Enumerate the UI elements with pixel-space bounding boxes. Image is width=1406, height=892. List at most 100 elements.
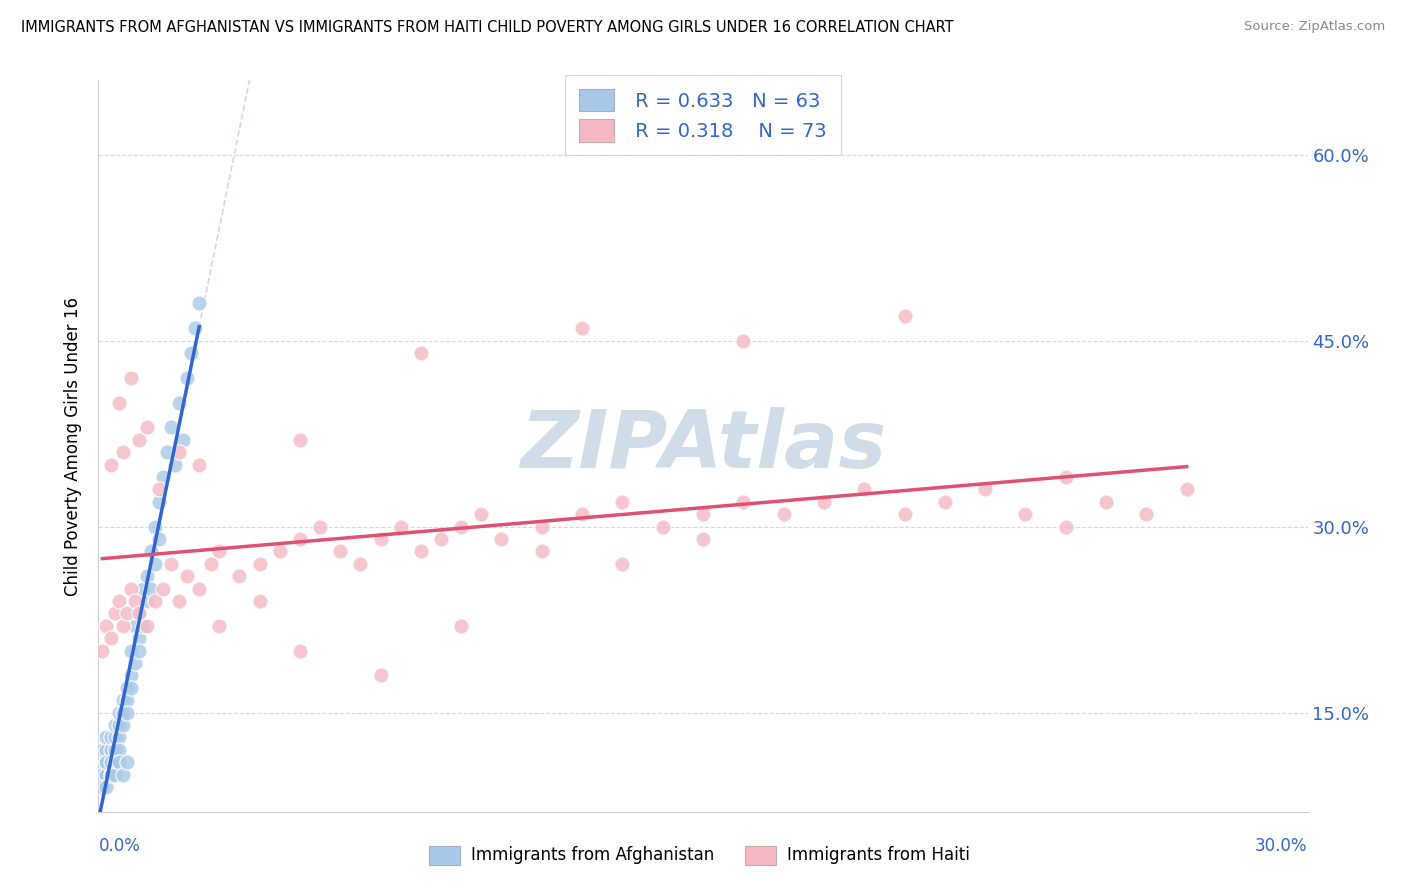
Point [309,519,332,533]
Point [120,668,142,682]
Point [124,594,146,608]
Point [530,519,553,533]
Point [143,594,166,608]
Bar [745,846,776,865]
Point [249,557,271,571]
Point [692,532,714,546]
Point [100,743,122,757]
Text: Immigrants from Afghanistan: Immigrants from Afghanistan [471,847,714,864]
Point [111,767,134,781]
Point [120,681,142,695]
Text: Source: ZipAtlas.com: Source: ZipAtlas.com [1244,20,1385,33]
Point [152,470,174,484]
Point [139,582,162,596]
Point [1054,470,1077,484]
Y-axis label: Child Poverty Among Girls Under 16: Child Poverty Among Girls Under 16 [63,296,82,596]
Point [115,607,138,621]
Point [135,569,157,583]
Point [100,631,122,645]
Point [349,557,371,571]
Point [974,483,997,497]
Point [120,643,142,657]
Point [1135,507,1157,521]
Point [934,495,956,509]
Point [96,780,118,794]
Point [370,668,392,682]
Point [692,507,714,521]
Point [430,532,453,546]
Point [111,706,134,720]
Point [188,458,211,472]
Point [409,346,432,360]
Point [91,743,114,757]
Point [111,619,134,633]
Point [107,743,129,757]
Point [143,557,166,571]
Point [450,519,472,533]
Point [143,519,166,533]
Point [128,433,150,447]
Point [120,371,142,385]
Point [115,706,138,720]
Point [208,619,231,633]
Point [228,569,250,583]
Point [96,767,118,781]
Point [115,755,138,769]
Point [103,755,125,769]
Point [184,321,207,335]
Point [152,582,174,596]
Point [160,557,183,571]
Point [135,619,157,633]
Point [124,656,146,670]
Point [100,731,122,745]
Point [148,495,170,509]
Point [103,607,125,621]
Point [91,767,114,781]
Point [111,445,134,459]
Point [100,755,122,769]
Point [893,507,915,521]
Point [96,619,118,633]
Point [100,458,122,472]
Text: IMMIGRANTS FROM AFGHANISTAN VS IMMIGRANTS FROM HAITI CHILD POVERTY AMONG GIRLS U: IMMIGRANTS FROM AFGHANISTAN VS IMMIGRANT… [21,20,953,35]
Point [288,643,311,657]
Point [148,483,170,497]
Point [107,706,129,720]
Point [148,532,170,546]
Point [96,731,118,745]
Point [571,321,593,335]
Point [103,718,125,732]
Point [103,767,125,781]
Point [96,743,118,757]
Point [103,731,125,745]
Point [208,544,231,558]
Point [103,743,125,757]
Point [491,532,513,546]
Point [389,519,412,533]
Point [96,755,118,769]
Point [111,693,134,707]
Point [115,693,138,707]
Point [1175,483,1198,497]
Point [128,643,150,657]
Text: ZIPAtlas: ZIPAtlas [520,407,886,485]
Legend:  R = 0.633   N = 63,  R = 0.318    N = 73: R = 0.633 N = 63, R = 0.318 N = 73 [565,75,841,155]
Point [167,445,190,459]
Text: 30.0%: 30.0% [1256,837,1308,855]
Point [135,420,157,434]
Point [139,544,162,558]
Point [450,619,472,633]
Point [89,767,111,781]
Point [329,544,352,558]
Point [612,557,634,571]
Point [167,395,190,409]
Point [370,532,392,546]
Point [132,619,155,633]
Point [176,371,198,385]
Point [111,718,134,732]
Point [733,495,755,509]
Point [188,582,211,596]
Point [115,681,138,695]
Text: 0.0%: 0.0% [98,837,141,855]
Point [409,544,432,558]
